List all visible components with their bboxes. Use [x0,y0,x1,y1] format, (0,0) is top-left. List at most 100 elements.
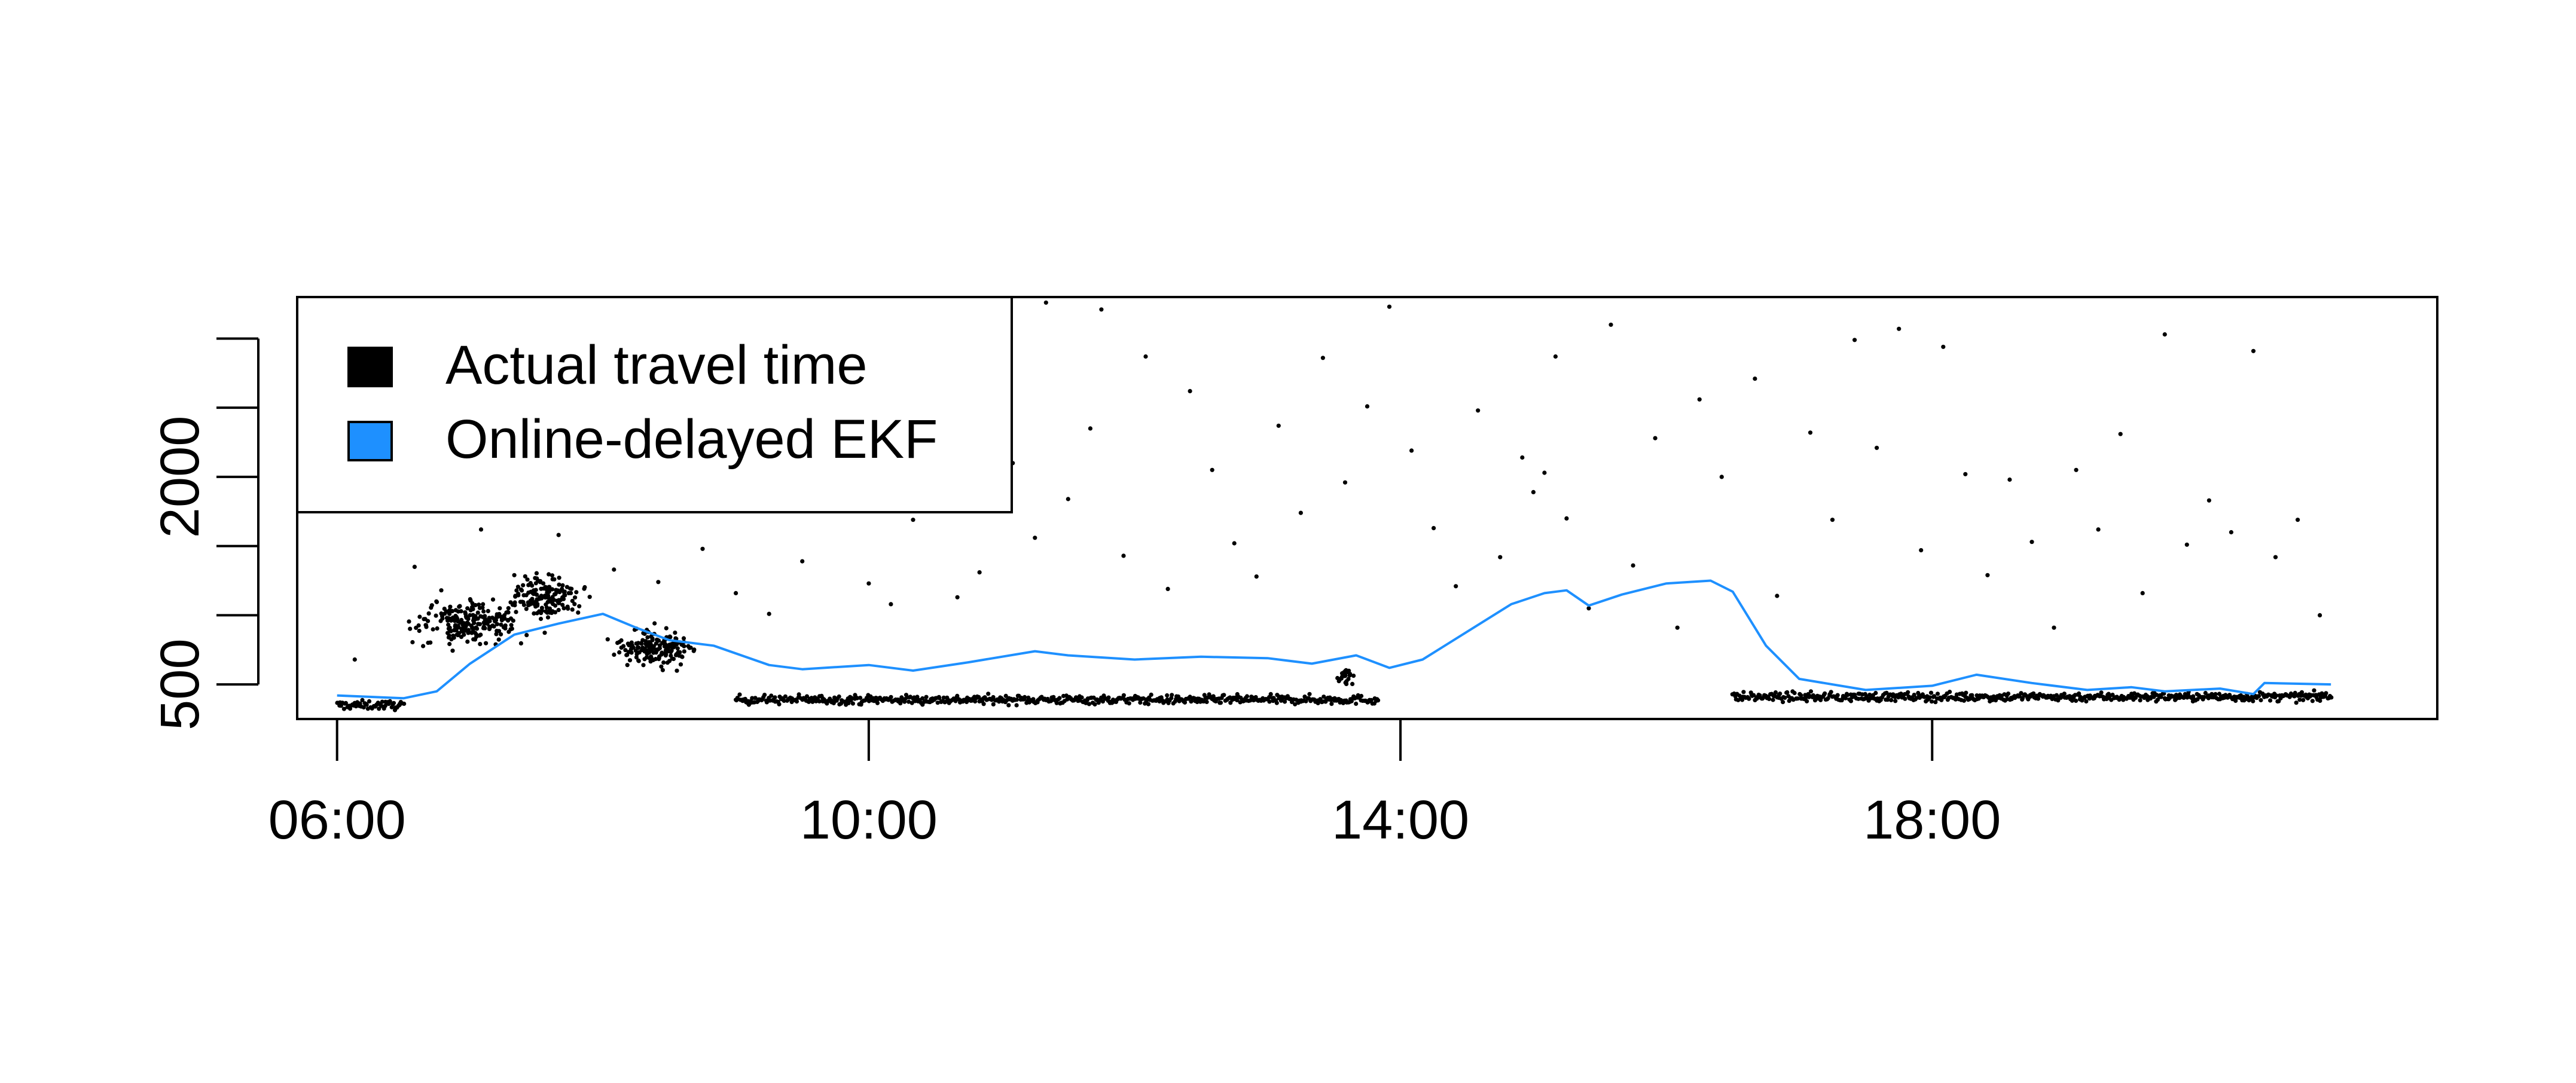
data-point [907,699,911,704]
data-point [1165,693,1170,698]
data-point [850,701,855,706]
data-point [657,654,662,659]
data-point [1796,696,1800,701]
x-tick-label: 14:00 [1332,790,1469,851]
data-point [502,613,507,618]
data-point [526,603,531,608]
data-point [1267,699,1272,704]
data-point [619,645,624,650]
data-point [1043,300,1048,305]
data-point [1792,690,1797,696]
data-point [380,699,384,704]
data-point [545,590,550,595]
data-point [561,606,566,611]
data-point [560,583,565,588]
data-point [682,644,686,648]
data-point [484,641,489,645]
data-point [475,610,480,615]
data-point [509,623,514,628]
data-point [671,656,676,662]
legend-box [296,296,1013,513]
data-point [532,611,536,616]
data-point [2274,693,2279,698]
data-point [1121,553,1126,558]
data-point [1409,448,1414,453]
data-point [451,634,456,638]
data-point [2118,432,2123,436]
data-point [762,693,767,697]
data-point [1931,694,1937,699]
data-point [466,622,471,626]
data-point [553,610,558,614]
data-point [554,589,560,595]
data-point [661,660,666,665]
data-point [2062,692,2067,696]
data-point [457,604,462,609]
data-point [1342,480,1348,485]
data-point [1099,307,1104,312]
data-point [2301,697,2306,702]
data-point [572,602,577,607]
data-point [2074,467,2078,472]
data-point [659,664,664,669]
data-point [463,610,468,615]
data-point [1066,497,1070,501]
data-point [1023,695,1027,699]
data-point [482,621,487,626]
data-point [837,694,841,699]
data-point [447,611,452,616]
data-point [514,610,518,614]
data-point [521,593,526,598]
data-point [487,616,492,620]
data-point [565,604,570,609]
data-point [2084,699,2089,704]
data-point [532,601,536,606]
data-point [546,595,551,601]
data-point [560,602,565,607]
data-point [448,618,453,623]
data-point [496,637,501,642]
data-point [493,619,498,624]
data-point [1244,694,1250,699]
actual-travel-time-points [335,300,2334,712]
data-point [544,605,550,610]
data-point [412,564,417,570]
data-point [1320,356,1325,360]
data-point [692,647,697,652]
data-point [556,533,561,537]
data-point [1092,702,1097,707]
data-point [570,607,575,612]
data-point [534,571,539,576]
data-point [2056,698,2061,703]
data-point [1586,606,1591,611]
data-point [2258,697,2263,703]
data-point [1835,693,1840,697]
data-point [1928,690,1934,695]
data-point [416,623,421,628]
data-point [516,591,521,596]
data-point [431,627,435,632]
data-point [1086,702,1091,706]
data-point [473,614,478,619]
data-point [478,642,483,647]
data-point [538,595,542,600]
data-point [498,606,502,611]
data-point [459,626,464,631]
data-point [1783,695,1787,700]
data-point [687,645,692,650]
data-point [1369,697,1374,702]
data-point [1165,586,1170,592]
data-point [439,588,444,593]
data-point [1785,690,1790,695]
data-point [1747,696,1751,701]
data-point [361,705,366,710]
data-point [1051,695,1056,699]
data-point [734,591,738,596]
data-point [858,696,863,700]
data-point [383,703,387,708]
data-point [898,701,903,706]
y-tick-label: 2000 [149,416,210,539]
data-point [782,698,786,703]
data-point [2007,477,2012,482]
data-point [2070,698,2074,703]
